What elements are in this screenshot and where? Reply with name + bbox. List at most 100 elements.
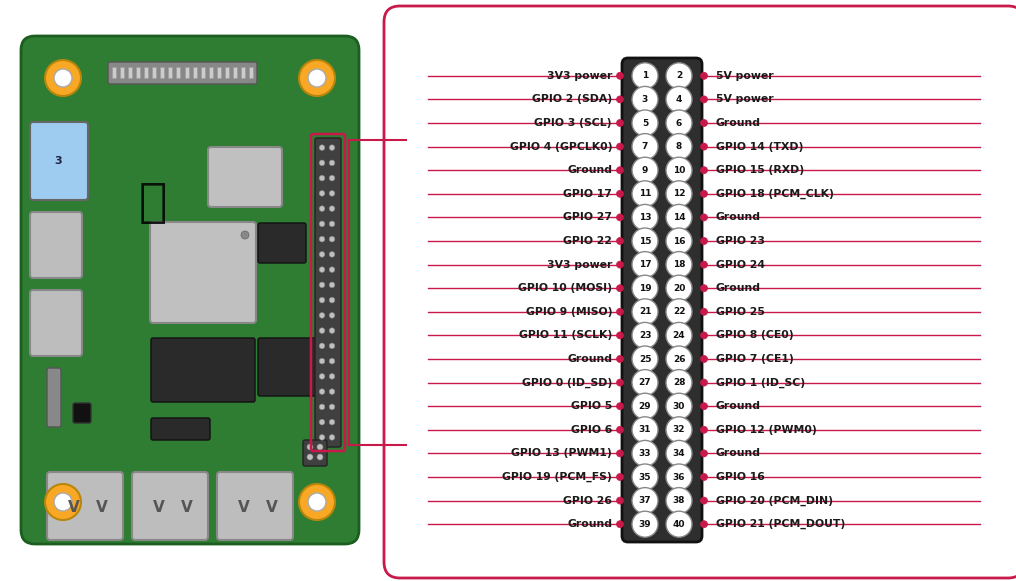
Circle shape bbox=[617, 309, 624, 315]
Circle shape bbox=[319, 435, 325, 440]
Text: 34: 34 bbox=[673, 449, 686, 458]
Text: V: V bbox=[68, 500, 79, 515]
Text: 10: 10 bbox=[673, 166, 685, 175]
Circle shape bbox=[319, 236, 325, 242]
Circle shape bbox=[329, 221, 335, 227]
Text: 17: 17 bbox=[639, 260, 651, 269]
Circle shape bbox=[329, 267, 335, 272]
Circle shape bbox=[617, 426, 624, 433]
Circle shape bbox=[54, 69, 72, 87]
Text: 16: 16 bbox=[673, 236, 685, 246]
Circle shape bbox=[632, 275, 658, 301]
Circle shape bbox=[632, 393, 658, 419]
Circle shape bbox=[317, 454, 323, 460]
Text: 18: 18 bbox=[673, 260, 685, 269]
Circle shape bbox=[617, 214, 624, 221]
Circle shape bbox=[319, 267, 325, 272]
Text: 3V3 power: 3V3 power bbox=[547, 260, 612, 270]
Circle shape bbox=[319, 191, 325, 196]
Bar bbox=[177, 67, 181, 78]
Circle shape bbox=[617, 143, 624, 150]
Circle shape bbox=[617, 379, 624, 386]
Text: 21: 21 bbox=[639, 307, 651, 316]
Text: GPIO 1 (ID_SC): GPIO 1 (ID_SC) bbox=[716, 378, 805, 388]
Text: GPIO 11 (SCLK): GPIO 11 (SCLK) bbox=[519, 331, 612, 340]
FancyBboxPatch shape bbox=[151, 338, 255, 402]
Circle shape bbox=[632, 346, 658, 372]
Circle shape bbox=[700, 403, 707, 410]
Text: 3: 3 bbox=[642, 95, 648, 104]
Circle shape bbox=[632, 322, 658, 349]
Text: 29: 29 bbox=[639, 401, 651, 411]
Text: GPIO 12 (PWM0): GPIO 12 (PWM0) bbox=[716, 425, 817, 435]
Text: GPIO 5: GPIO 5 bbox=[571, 401, 612, 411]
Bar bbox=[112, 67, 116, 78]
Circle shape bbox=[319, 282, 325, 288]
Text: GPIO 15 (RXD): GPIO 15 (RXD) bbox=[716, 165, 804, 175]
FancyBboxPatch shape bbox=[108, 62, 257, 84]
Circle shape bbox=[700, 143, 707, 150]
Circle shape bbox=[299, 60, 335, 96]
Text: 15: 15 bbox=[639, 236, 651, 246]
Circle shape bbox=[307, 454, 313, 460]
Circle shape bbox=[319, 252, 325, 257]
Circle shape bbox=[308, 69, 326, 87]
Text: GPIO 18 (PCM_CLK): GPIO 18 (PCM_CLK) bbox=[716, 189, 834, 199]
Circle shape bbox=[666, 110, 692, 136]
Circle shape bbox=[632, 157, 658, 183]
Circle shape bbox=[617, 72, 624, 79]
Bar bbox=[193, 67, 196, 78]
Circle shape bbox=[700, 497, 707, 504]
Circle shape bbox=[317, 444, 323, 450]
FancyBboxPatch shape bbox=[30, 212, 82, 278]
Circle shape bbox=[319, 297, 325, 303]
Circle shape bbox=[666, 511, 692, 537]
Circle shape bbox=[700, 261, 707, 268]
Circle shape bbox=[700, 379, 707, 386]
Circle shape bbox=[700, 167, 707, 174]
Bar bbox=[216, 67, 220, 78]
Circle shape bbox=[666, 417, 692, 443]
Circle shape bbox=[632, 464, 658, 490]
Circle shape bbox=[700, 72, 707, 79]
Text: GPIO 16: GPIO 16 bbox=[716, 472, 765, 482]
Circle shape bbox=[700, 426, 707, 433]
Bar bbox=[152, 67, 156, 78]
Circle shape bbox=[632, 181, 658, 207]
Circle shape bbox=[666, 228, 692, 254]
Circle shape bbox=[617, 450, 624, 457]
Circle shape bbox=[329, 191, 335, 196]
Text: 27: 27 bbox=[639, 378, 651, 387]
Text: GPIO 0 (ID_SD): GPIO 0 (ID_SD) bbox=[522, 378, 612, 388]
Circle shape bbox=[45, 60, 81, 96]
Circle shape bbox=[329, 389, 335, 394]
Text: GPIO 22: GPIO 22 bbox=[563, 236, 612, 246]
Text: Ground: Ground bbox=[716, 118, 761, 128]
Text: 8: 8 bbox=[676, 142, 682, 151]
Bar bbox=[120, 67, 124, 78]
Circle shape bbox=[666, 157, 692, 183]
Text: 12: 12 bbox=[673, 189, 685, 198]
FancyBboxPatch shape bbox=[384, 6, 1016, 578]
Text: 40: 40 bbox=[673, 519, 685, 529]
Circle shape bbox=[319, 175, 325, 181]
Circle shape bbox=[700, 214, 707, 221]
Circle shape bbox=[700, 450, 707, 457]
Text: Ground: Ground bbox=[567, 519, 612, 529]
Circle shape bbox=[319, 358, 325, 364]
FancyBboxPatch shape bbox=[217, 472, 293, 540]
Circle shape bbox=[617, 261, 624, 268]
Circle shape bbox=[666, 252, 692, 278]
Circle shape bbox=[617, 403, 624, 410]
Text: GPIO 6: GPIO 6 bbox=[571, 425, 612, 435]
Text: GPIO 14 (TXD): GPIO 14 (TXD) bbox=[716, 142, 804, 152]
Circle shape bbox=[329, 374, 335, 379]
Circle shape bbox=[319, 389, 325, 394]
Circle shape bbox=[617, 285, 624, 292]
Text: V: V bbox=[266, 500, 277, 515]
Circle shape bbox=[617, 356, 624, 363]
Circle shape bbox=[319, 343, 325, 349]
Text: 3V3 power: 3V3 power bbox=[547, 71, 612, 81]
Circle shape bbox=[319, 160, 325, 166]
Circle shape bbox=[632, 205, 658, 231]
